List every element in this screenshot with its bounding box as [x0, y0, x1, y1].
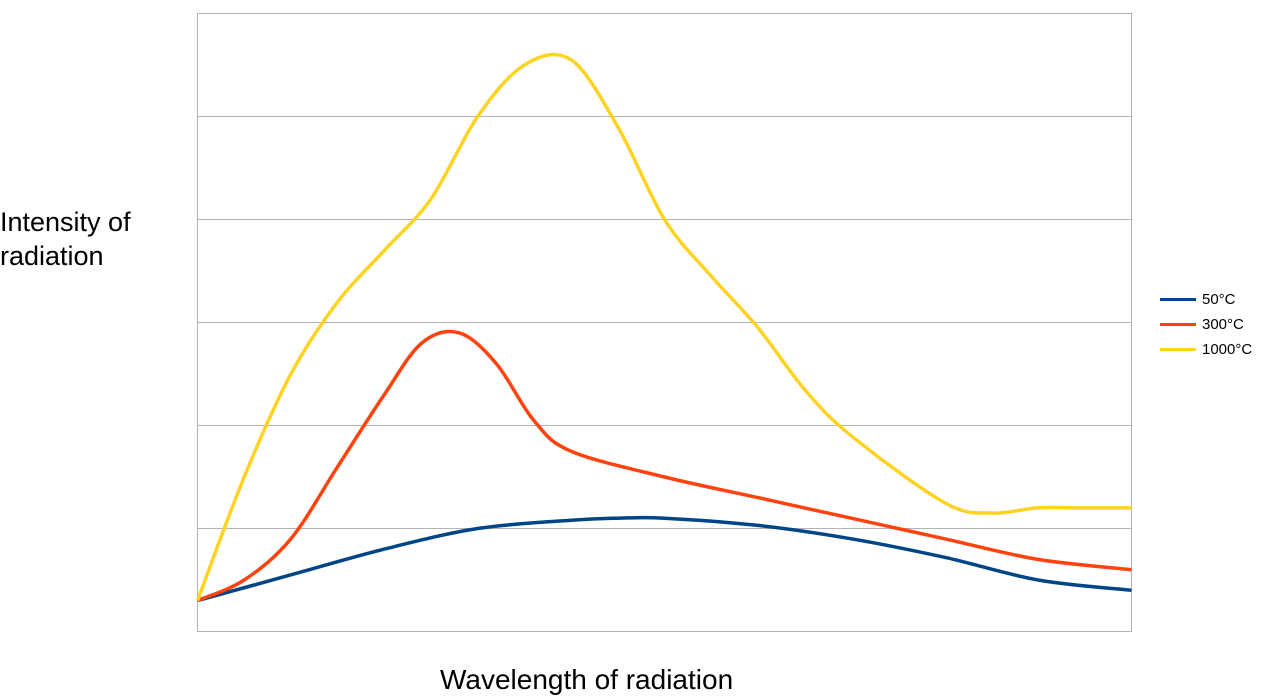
gridlines	[197, 116, 1132, 529]
legend: 50°C 300°C 1000°C	[1160, 287, 1252, 362]
plot-area	[197, 13, 1132, 632]
legend-item: 50°C	[1160, 287, 1252, 312]
x-axis-label: Wavelength of radiation	[440, 664, 734, 695]
legend-label: 300°C	[1202, 316, 1244, 333]
y-axis-label: Intensity of radiation	[0, 207, 131, 271]
series-line-1	[196, 329, 1132, 603]
series-layer	[195, 52, 1132, 603]
legend-label: 50°C	[1202, 291, 1236, 308]
legend-swatch	[1160, 323, 1196, 326]
legend-item: 1000°C	[1160, 337, 1252, 362]
legend-label: 1000°C	[1202, 341, 1253, 358]
series-line-2	[195, 52, 1132, 602]
legend-item: 300°C	[1160, 312, 1252, 337]
legend-swatch	[1160, 348, 1196, 351]
legend-swatch	[1160, 298, 1196, 301]
series-line-0	[197, 515, 1132, 603]
